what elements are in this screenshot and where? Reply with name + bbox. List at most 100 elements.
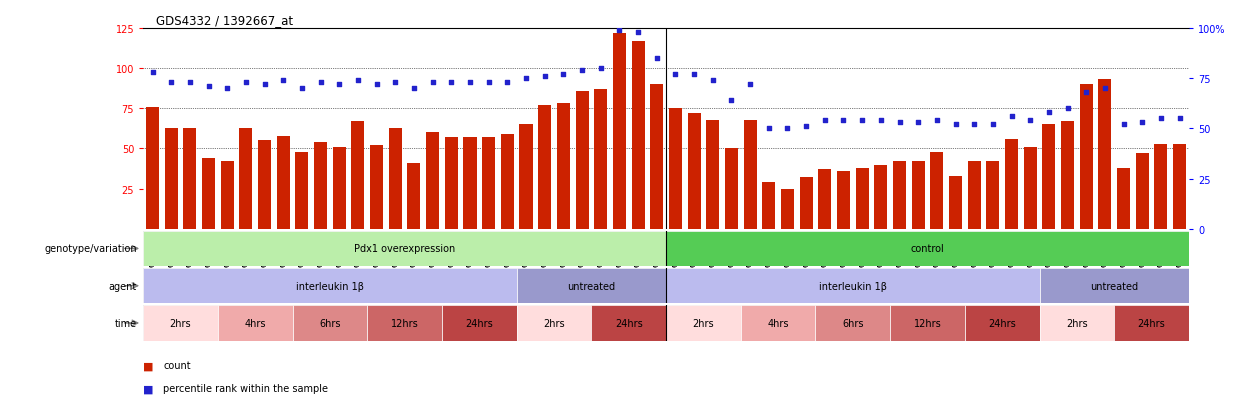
Point xyxy=(311,80,331,86)
Point xyxy=(143,70,163,76)
Bar xyxy=(741,306,815,341)
Text: time: time xyxy=(115,318,137,328)
Point xyxy=(1001,114,1021,120)
Bar xyxy=(351,122,365,229)
Point xyxy=(814,118,834,124)
Point xyxy=(1169,116,1189,122)
Text: untreated: untreated xyxy=(568,281,615,291)
Point xyxy=(908,120,928,126)
Point xyxy=(1021,118,1041,124)
Bar xyxy=(1154,144,1168,229)
Bar xyxy=(613,34,626,229)
Bar xyxy=(967,162,981,229)
Text: control: control xyxy=(910,244,945,254)
Bar xyxy=(367,306,442,341)
Bar xyxy=(1042,125,1056,229)
Text: 24hrs: 24hrs xyxy=(615,318,642,328)
Point xyxy=(609,28,629,34)
Bar xyxy=(295,152,309,229)
Text: 2hrs: 2hrs xyxy=(692,318,715,328)
Text: interleukin 1β: interleukin 1β xyxy=(819,281,886,291)
Bar xyxy=(276,136,290,229)
Point xyxy=(797,124,817,131)
Text: count: count xyxy=(163,361,190,370)
Text: ■: ■ xyxy=(143,383,153,393)
Bar xyxy=(890,306,965,341)
Bar xyxy=(1040,268,1189,304)
Point xyxy=(1038,110,1058,116)
Text: 2hrs: 2hrs xyxy=(543,318,565,328)
Point xyxy=(386,80,406,86)
Point xyxy=(422,80,443,86)
Bar xyxy=(426,133,439,229)
Text: 12hrs: 12hrs xyxy=(391,318,418,328)
Text: GDS4332 / 1392667_at: GDS4332 / 1392667_at xyxy=(156,14,293,27)
Point xyxy=(590,66,610,72)
Bar xyxy=(332,147,346,229)
Point xyxy=(1150,116,1170,122)
Text: genotype/variation: genotype/variation xyxy=(45,244,137,254)
Point xyxy=(441,80,461,86)
Point xyxy=(685,72,705,78)
Bar xyxy=(1098,80,1112,229)
Point xyxy=(162,80,182,86)
Bar xyxy=(517,306,591,341)
Bar xyxy=(1114,306,1189,341)
Text: Pdx1 overexpression: Pdx1 overexpression xyxy=(354,244,456,254)
Point xyxy=(629,30,649,36)
Point xyxy=(702,78,722,84)
Bar xyxy=(183,128,197,229)
Point xyxy=(255,82,275,88)
Point xyxy=(740,82,759,88)
Point xyxy=(872,118,891,124)
Point xyxy=(1113,122,1133,128)
Bar xyxy=(1135,154,1149,229)
Text: agent: agent xyxy=(108,281,137,291)
Bar xyxy=(220,162,234,229)
Bar xyxy=(594,90,608,229)
Bar xyxy=(143,306,218,341)
Bar xyxy=(500,135,514,229)
Bar xyxy=(725,149,738,229)
Point xyxy=(199,84,219,90)
Text: interleukin 1β: interleukin 1β xyxy=(296,281,364,291)
Point xyxy=(722,98,742,104)
Bar xyxy=(557,104,570,229)
Bar xyxy=(258,141,271,229)
Point xyxy=(535,74,555,80)
Bar xyxy=(463,138,477,229)
Bar xyxy=(519,125,533,229)
Point xyxy=(181,80,200,86)
Point xyxy=(1076,90,1096,96)
Point xyxy=(403,85,423,92)
Point xyxy=(777,126,798,132)
Bar xyxy=(146,107,159,229)
Text: 4hrs: 4hrs xyxy=(767,318,789,328)
Bar xyxy=(818,170,832,229)
Point xyxy=(497,80,518,86)
Bar xyxy=(666,306,741,341)
Point xyxy=(571,68,593,74)
Text: 6hrs: 6hrs xyxy=(319,318,341,328)
Bar xyxy=(949,176,962,229)
Point xyxy=(946,122,966,128)
Bar xyxy=(517,268,666,304)
Bar xyxy=(1040,306,1114,341)
Bar xyxy=(855,169,869,229)
Bar xyxy=(666,268,1040,304)
Bar xyxy=(143,231,666,266)
Point xyxy=(647,56,667,62)
Point xyxy=(926,118,946,124)
Bar xyxy=(218,306,293,341)
Bar xyxy=(706,120,720,229)
Bar xyxy=(930,152,944,229)
Point xyxy=(1094,85,1114,92)
Point xyxy=(237,80,256,86)
Point xyxy=(515,76,535,82)
Point xyxy=(1133,120,1153,126)
Bar xyxy=(799,178,813,229)
Point xyxy=(984,122,1003,128)
Bar xyxy=(482,138,496,229)
Point xyxy=(852,118,871,124)
Bar xyxy=(874,165,888,229)
